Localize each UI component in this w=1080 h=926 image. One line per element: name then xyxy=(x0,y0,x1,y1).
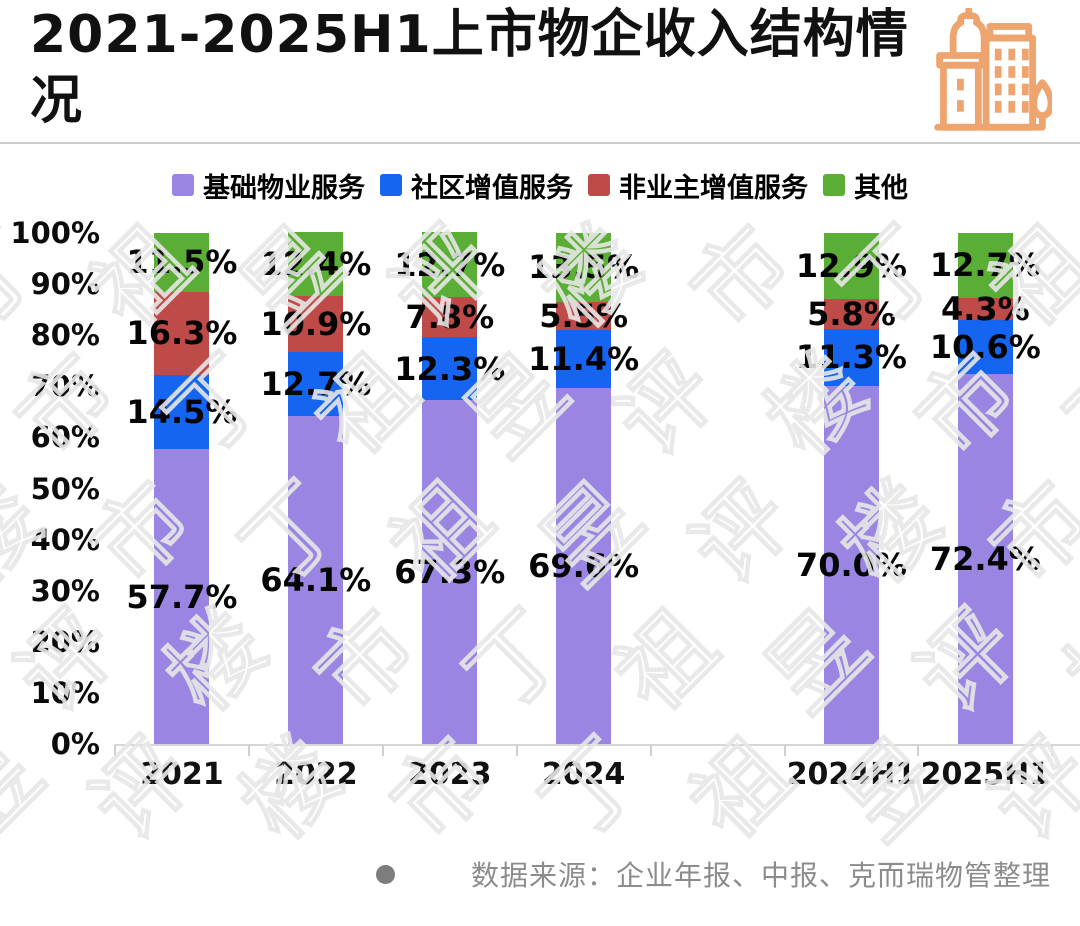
footer-bullet-icon xyxy=(376,864,395,884)
bar-segment xyxy=(556,330,612,389)
legend-swatch-icon xyxy=(172,174,194,196)
x-axis-tick xyxy=(247,745,250,756)
legend-item: 社区增值服务 xyxy=(380,166,573,205)
bar-segment-label: 12.7% xyxy=(260,365,372,403)
bar-segment xyxy=(823,328,879,387)
y-axis-label: 70% xyxy=(30,369,100,404)
bar-segment-label: 10.6% xyxy=(929,327,1041,366)
legend-item: 其他 xyxy=(823,166,908,205)
x-axis-label: 2025H1 xyxy=(920,757,1051,792)
bar-segment xyxy=(957,297,1013,320)
bar-segment-label: 70.0% xyxy=(795,546,907,585)
page-title: 2021-2025H1上市物企收入结构情况 xyxy=(30,5,909,131)
legend-swatch-icon xyxy=(823,174,845,196)
bar-segment-label: 11.3% xyxy=(795,338,907,377)
x-axis-tick xyxy=(114,745,116,756)
x-axis-label: 2024 xyxy=(541,757,626,792)
bar-segment xyxy=(556,301,612,331)
bar-segment xyxy=(154,291,210,376)
legend-swatch-icon xyxy=(380,174,402,196)
y-axis-label: 20% xyxy=(30,624,100,659)
y-axis-label: 50% xyxy=(30,471,100,506)
bar-segment-label: 72.4% xyxy=(929,540,1041,579)
bar-segment-label: 57.7% xyxy=(126,577,238,616)
legend-label: 基础物业服务 xyxy=(203,172,365,204)
bar-segment xyxy=(154,375,210,450)
bar-segment xyxy=(422,232,478,298)
x-axis-tick xyxy=(1051,745,1054,756)
x-axis-tick xyxy=(649,745,652,756)
legend-label: 非业主增值服务 xyxy=(619,172,808,204)
bar-segment-label: 13.5% xyxy=(528,248,640,287)
bar-segment xyxy=(154,233,210,292)
bar-segment-label: 11.5% xyxy=(126,243,238,282)
legend: 基础物业服务 社区增值服务 非业主增值服务 其他 xyxy=(0,170,1080,204)
bar-segment-label: 12.7% xyxy=(929,246,1041,285)
x-axis-label: 2022 xyxy=(274,757,358,792)
bar-segment xyxy=(288,416,344,744)
bar-segment-label: 12.4% xyxy=(260,245,372,284)
bar-segment xyxy=(422,337,478,401)
x-axis-label: 2023 xyxy=(408,757,492,792)
data-source-text: 数据来源：企业年报、中报、克而瑞物管整理 xyxy=(471,859,1052,892)
y-axis-label: 60% xyxy=(30,420,100,455)
bar-segment xyxy=(957,374,1013,744)
bar-segment-label: 10.9% xyxy=(260,304,372,343)
x-axis-tick xyxy=(381,745,384,756)
bar-segment xyxy=(288,295,344,352)
x-axis-label: 2024H1 xyxy=(786,757,917,792)
bar-segment-label: 5.8% xyxy=(807,294,896,333)
buildings-icon xyxy=(934,8,1052,131)
bar-segment xyxy=(422,297,478,338)
footer: 数据来源：企业年报、中报、克而瑞物管整理 xyxy=(376,854,1051,894)
legend-item: 非业主增值服务 xyxy=(588,166,808,205)
bar-segment-label: 67.3% xyxy=(394,553,506,592)
bar-segment-label: 5.5% xyxy=(539,297,629,336)
bar-segment xyxy=(422,400,478,744)
bar-segment xyxy=(823,233,879,299)
y-axis-label: 0% xyxy=(50,727,100,761)
bar-segment xyxy=(957,319,1013,375)
divider xyxy=(0,142,1080,144)
bar-segment-label: 4.3% xyxy=(940,289,1030,328)
bar-segment-label: 12.7% xyxy=(394,245,506,284)
bar-segment xyxy=(288,232,344,296)
y-axis-label: 40% xyxy=(30,522,100,557)
windows-grid xyxy=(994,48,1029,113)
y-axis-label: 90% xyxy=(30,267,100,302)
x-axis-label: 2021 xyxy=(140,757,224,792)
bar-segment xyxy=(556,233,612,302)
bar-segment xyxy=(823,298,879,329)
bar-segment xyxy=(957,233,1013,298)
legend-label: 其他 xyxy=(854,172,908,204)
legend-swatch-icon xyxy=(588,174,610,196)
legend-label: 社区增值服务 xyxy=(411,172,573,204)
bar-segment xyxy=(556,388,612,744)
y-axis-label: 80% xyxy=(30,318,100,353)
y-axis-label: 10% xyxy=(30,675,100,710)
x-axis-line xyxy=(115,744,1080,746)
bar-segment-label: 69.6% xyxy=(528,547,640,586)
bar-segment-label: 64.1% xyxy=(260,561,372,600)
bar-segment-label: 12.3% xyxy=(394,349,506,388)
legend-item: 基础物业服务 xyxy=(172,166,365,205)
x-axis-tick xyxy=(917,745,920,756)
x-axis-tick xyxy=(515,745,518,756)
bar-segment-label: 7.8% xyxy=(405,298,495,337)
bar-segment xyxy=(154,449,210,744)
bar-segment-label: 16.3% xyxy=(126,314,238,353)
bar-segment-label: 14.5% xyxy=(126,393,238,432)
x-axis-tick xyxy=(783,745,786,756)
bar-segment-label: 11.4% xyxy=(528,340,640,379)
bar-segment xyxy=(288,351,344,417)
y-axis-label: 30% xyxy=(30,573,100,608)
bar-segment-label: 12.9% xyxy=(795,246,907,285)
y-axis-label: 100% xyxy=(10,216,100,250)
bar-segment xyxy=(823,386,879,744)
